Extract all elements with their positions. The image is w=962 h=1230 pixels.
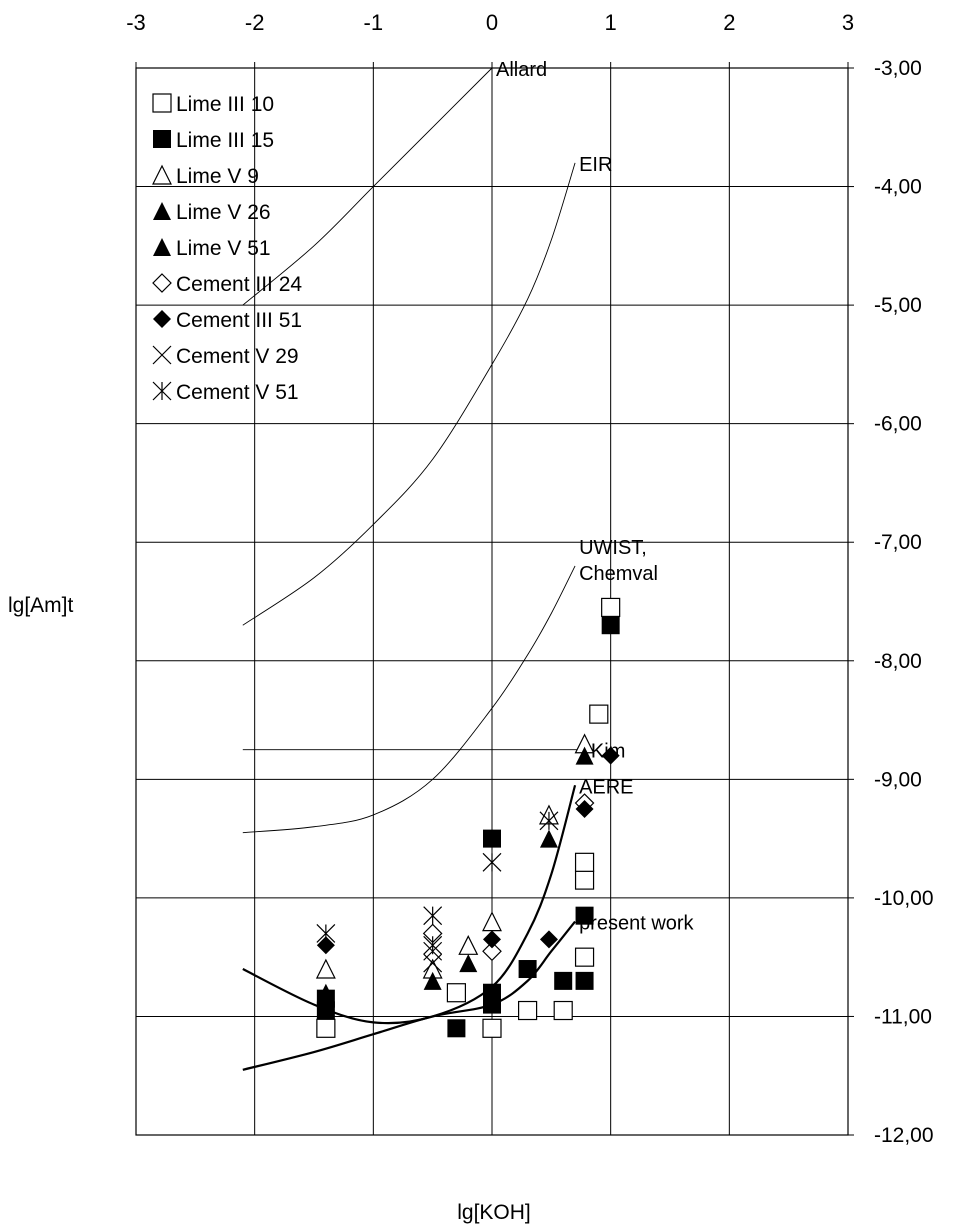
y-tick-label: -7,00 xyxy=(874,531,922,554)
curve-aere xyxy=(242,784,577,1025)
point-cement-iii-24 xyxy=(482,941,502,962)
point-lime-iii-15 xyxy=(518,960,537,979)
point-cement-v-51 xyxy=(423,906,443,926)
legend-marker-cement-iii-51 xyxy=(153,310,171,328)
point-cement-v-51 xyxy=(316,924,336,943)
point-lime-iii-15 xyxy=(483,829,501,848)
point-lime-iii-15 xyxy=(447,1019,466,1038)
point-lime-iii-15 xyxy=(554,971,573,990)
point-lime-iii-10 xyxy=(446,983,466,1003)
point-lime-iii-15 xyxy=(575,906,594,925)
legend-label-cement-v-29: Cement V 29 xyxy=(176,345,299,368)
point-lime-v-26 xyxy=(316,983,335,1002)
y-tick-label: -8,00 xyxy=(874,650,922,673)
x-tick-label: 2 xyxy=(723,10,735,35)
legend-marker-lime-iii-10 xyxy=(152,93,172,113)
curve-eir xyxy=(242,162,576,626)
point-lime-v-26 xyxy=(423,971,442,990)
point-lime-iii-10 xyxy=(589,704,609,724)
x-axis-title: lg[KOH] xyxy=(457,1201,531,1224)
curve-uwist-chemval xyxy=(242,565,576,834)
y-tick-label: -9,00 xyxy=(874,768,922,791)
legend-label-lime-v-26: Lime V 26 xyxy=(176,201,271,224)
y-tick-label: -10,00 xyxy=(874,887,934,910)
point-cement-v-51 xyxy=(482,852,502,872)
annotation-allard: Allard xyxy=(496,59,547,81)
annotation-present-work: present work xyxy=(579,913,694,935)
point-lime-iii-10 xyxy=(482,1018,502,1038)
curve-present-work xyxy=(242,920,576,1071)
point-cement-v-29 xyxy=(423,953,443,973)
x-tick-label: -2 xyxy=(245,10,265,35)
point-lime-iii-10 xyxy=(601,597,621,618)
y-tick-label: -3,00 xyxy=(874,57,922,80)
point-lime-iii-10 xyxy=(574,947,595,967)
data-points xyxy=(315,597,621,1038)
point-cement-v-51 xyxy=(539,811,559,831)
legend-label-lime-v-9: Lime V 9 xyxy=(176,165,259,188)
legend-marker-lime-iii-15 xyxy=(153,130,171,148)
y-tick-label: -6,00 xyxy=(874,413,922,436)
annotation-eir: EIR xyxy=(579,154,612,176)
point-lime-v-51 xyxy=(539,829,558,848)
legend-label-cement-v-51: Cement V 51 xyxy=(176,381,299,404)
legend-marker-lime-v-26 xyxy=(153,202,171,220)
x-tick-label: 3 xyxy=(842,10,854,35)
point-lime-iii-10 xyxy=(574,870,595,890)
point-lime-v-9 xyxy=(482,911,502,932)
y-tick-label: -5,00 xyxy=(874,294,922,317)
point-lime-iii-10 xyxy=(553,1000,573,1021)
grid xyxy=(135,62,854,1136)
y-tick-label: -4,00 xyxy=(874,176,922,199)
point-cement-iii-51 xyxy=(539,930,558,949)
annotation-uwist-chemval: UWIST, Chemval xyxy=(579,537,658,585)
x-tick-label: -3 xyxy=(126,10,146,35)
y-axis-ticks: -3,00 -4,00 -5,00 -6,00 -7,00 -8,00 -9,00 -10,0… xyxy=(874,57,934,1147)
curve-allard xyxy=(242,67,493,306)
legend-label-lime-iii-10: Lime III 10 xyxy=(176,93,274,116)
legend-label-lime-v-51: Lime V 51 xyxy=(176,237,271,260)
point-cement-iii-51 xyxy=(601,746,620,765)
point-lime-iii-10 xyxy=(517,1000,538,1021)
y-tick-label: -11,00 xyxy=(874,1005,932,1028)
point-lime-v-26 xyxy=(459,954,478,973)
y-axis-title: lg[Am]t xyxy=(8,594,74,617)
legend-label-cement-iii-51: Cement III 51 xyxy=(176,309,302,332)
point-lime-v-51 xyxy=(575,746,594,765)
legend: Lime III 10 Lime III 15 Lime V 9 Lime V 26 L… xyxy=(152,93,302,404)
y-tick-label: -12,00 xyxy=(874,1124,934,1147)
x-tick-label: -1 xyxy=(364,10,384,35)
point-cement-v-51 xyxy=(423,935,443,955)
point-cement-iii-51 xyxy=(483,930,501,949)
annotation-aere: AERE xyxy=(579,776,633,798)
legend-marker-cement-iii-24 xyxy=(152,273,172,293)
point-lime-v-9 xyxy=(315,958,336,979)
x-tick-label: 1 xyxy=(605,10,617,35)
model-curves xyxy=(242,67,587,1071)
legend-marker-lime-v-9 xyxy=(152,164,172,185)
x-tick-label: 0 xyxy=(486,10,498,35)
point-lime-iii-10 xyxy=(316,1018,336,1038)
legend-marker-lime-v-51 xyxy=(153,238,171,256)
point-lime-iii-15 xyxy=(483,983,501,1002)
point-cement-iii-51 xyxy=(316,936,335,955)
point-lime-iii-15 xyxy=(575,971,594,990)
point-cement-iii-51 xyxy=(575,799,594,818)
legend-marker-cement-v-29 xyxy=(152,345,172,365)
x-axis-ticks: -3 -2 -1 0 1 2 3 xyxy=(126,10,854,35)
legend-label-lime-iii-15: Lime III 15 xyxy=(176,129,274,152)
legend-marker-cement-v-51 xyxy=(152,381,172,401)
point-lime-v-9 xyxy=(458,934,479,955)
legend-label-cement-iii-24: Cement III 24 xyxy=(176,273,302,296)
point-lime-iii-10 xyxy=(574,852,595,872)
point-lime-iii-15 xyxy=(601,616,620,635)
